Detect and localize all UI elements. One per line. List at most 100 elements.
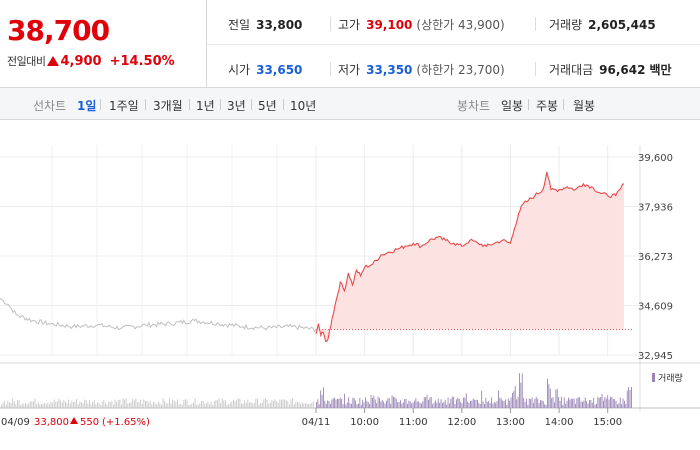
- volume-bar: [114, 399, 116, 408]
- volume-bar: [12, 398, 14, 408]
- volume-bar: [305, 403, 306, 408]
- volume-bar: [186, 400, 188, 408]
- volume-bar: [527, 404, 529, 408]
- volume-bar: [622, 398, 624, 408]
- volume-bar: [510, 397, 512, 408]
- tab-10year[interactable]: 10년: [290, 99, 317, 113]
- volume-bar: [360, 404, 362, 408]
- volume-bar: [391, 395, 393, 408]
- volume-bar: [499, 397, 501, 408]
- volume-bar: [89, 400, 90, 408]
- volume-bar: [137, 402, 138, 408]
- y-axis: 39,600 37,936 36,273 34,609 32,945: [638, 153, 673, 362]
- volume-bar: [218, 398, 220, 408]
- volume-bar: [482, 401, 484, 408]
- tab-monthly-candle[interactable]: 월봉: [573, 99, 596, 113]
- volume-bar: [419, 402, 421, 408]
- volume-bar: [415, 398, 417, 408]
- volume-bar: [548, 384, 550, 408]
- x-tick-label: 04/11: [302, 417, 331, 428]
- volume-bar: [586, 400, 588, 408]
- tab-divider: [528, 99, 529, 110]
- volume-bar: [92, 401, 94, 408]
- volume-bar: [418, 401, 420, 408]
- volume-bar: [472, 398, 474, 408]
- volume-bar: [146, 400, 148, 408]
- volume-bar: [605, 398, 607, 408]
- volume-bar: [327, 400, 329, 408]
- tab-weekly-candle[interactable]: 주봉: [536, 99, 559, 113]
- volume-bar: [188, 404, 190, 408]
- volume-bar: [386, 400, 387, 408]
- volume-bar: [556, 388, 558, 408]
- volume-bar: [542, 401, 544, 408]
- volume-bar: [157, 401, 159, 408]
- volume-bar: [461, 403, 463, 408]
- change-percent: +14.50%: [109, 54, 175, 69]
- volume-bar: [387, 398, 389, 408]
- volume-bar: [66, 403, 68, 408]
- volume-bar: [519, 373, 520, 408]
- upper-limit-value: 43,900): [458, 18, 505, 32]
- volume-bar: [601, 393, 603, 408]
- volume-bar: [474, 399, 476, 408]
- volume-bar: [425, 397, 427, 408]
- volume-bar: [7, 400, 9, 408]
- volume-bar: [534, 398, 536, 408]
- volume-bar: [625, 403, 627, 408]
- volume-bar: [10, 402, 12, 408]
- stat-value: 2,605,445: [588, 18, 656, 32]
- volume-bar: [374, 399, 376, 408]
- volume-bar: [486, 401, 488, 408]
- volume-bar: [274, 399, 276, 408]
- volume-bar: [121, 404, 122, 408]
- volume-bar: [93, 399, 95, 408]
- volume-bar: [295, 401, 297, 408]
- volume-bar: [127, 403, 129, 408]
- volume-bar: [584, 397, 586, 408]
- volume-bar: [365, 397, 366, 408]
- volume-bar: [226, 404, 228, 408]
- tab-3month[interactable]: 3개월: [153, 99, 183, 113]
- tab-daily-candle[interactable]: 일봉: [501, 99, 524, 113]
- volume-bar: [21, 403, 23, 408]
- volume-bar: [68, 399, 70, 408]
- volume-bar: [266, 399, 268, 408]
- volume-bar: [516, 399, 518, 408]
- volume-bar: [257, 398, 258, 408]
- tab-1year[interactable]: 1년: [196, 99, 215, 113]
- tab-3year[interactable]: 3년: [227, 99, 246, 113]
- volume-bar: [122, 398, 124, 408]
- volume-bar: [77, 404, 79, 408]
- volume-bar: [416, 401, 418, 408]
- volume-bar: [279, 399, 281, 408]
- volume-bar: [458, 398, 460, 408]
- volume-bar: [352, 397, 354, 408]
- volume-bar: [372, 397, 373, 408]
- tab-1week[interactable]: 1주일: [109, 99, 139, 113]
- x-tick-label: 10:00: [350, 417, 379, 428]
- volume-bar: [132, 398, 134, 408]
- tab-5year[interactable]: 5년: [258, 99, 277, 113]
- x-tick-label: 11:00: [399, 417, 428, 428]
- volume-bar: [213, 401, 215, 408]
- volume-bar: [411, 403, 413, 408]
- volume-bar: [562, 404, 564, 408]
- volume-bar: [247, 399, 249, 408]
- volume-bar: [485, 397, 487, 408]
- volume-bar: [113, 404, 114, 408]
- volume-bar: [210, 401, 212, 408]
- volume-bar: [81, 402, 82, 408]
- volume-bar: [63, 399, 65, 408]
- volume-bar: [60, 400, 62, 408]
- volume-bar: [25, 402, 26, 408]
- volume-bar: [498, 390, 499, 408]
- volume-bar: [255, 398, 257, 408]
- volume-bar: [496, 401, 498, 408]
- volume-bar: [608, 399, 610, 408]
- tab-1day[interactable]: 1일: [77, 99, 97, 113]
- volume-bar: [610, 396, 611, 408]
- volume-bar: [331, 399, 333, 408]
- volume-bar: [561, 396, 562, 408]
- volume-bar: [133, 400, 135, 408]
